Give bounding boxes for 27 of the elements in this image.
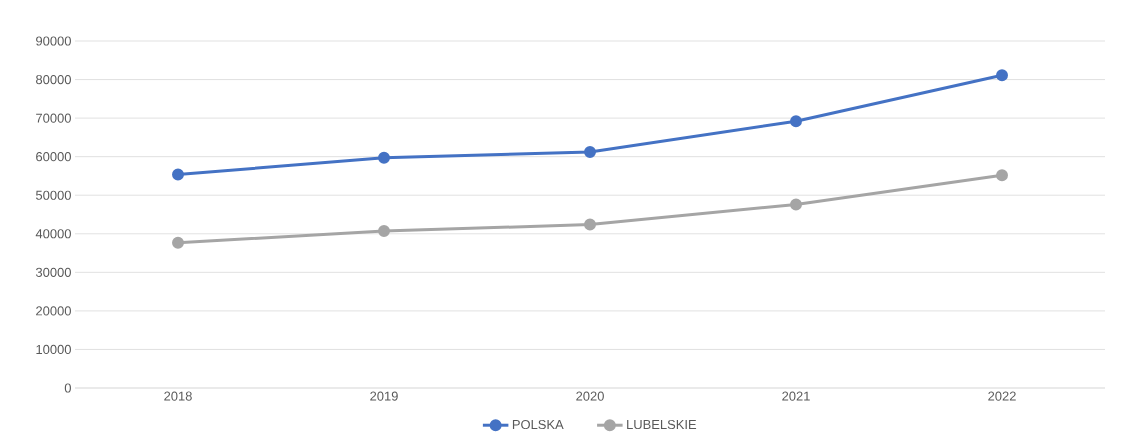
y-tick-label: 90000 bbox=[36, 36, 71, 46]
y-tick-label: 10000 bbox=[36, 344, 71, 355]
point bbox=[172, 236, 184, 249]
legend-label: POLSKA bbox=[512, 419, 564, 430]
y-tick-label: 60000 bbox=[36, 152, 71, 162]
legend-label: LUBELSKIE bbox=[627, 419, 697, 430]
y-tick-label: 20000 bbox=[36, 306, 71, 316]
y-tick-label: 40000 bbox=[35, 229, 71, 239]
x-tick-label: 2018 bbox=[164, 391, 192, 401]
x-tick-label: 2020 bbox=[576, 391, 604, 401]
y-tick-label: 50000 bbox=[35, 190, 71, 200]
point bbox=[584, 146, 596, 159]
x-tick-label: 2019 bbox=[370, 391, 398, 401]
y-tick-label: 30000 bbox=[35, 267, 71, 277]
point bbox=[996, 169, 1008, 182]
point bbox=[790, 115, 802, 128]
y-tick-label: 80000 bbox=[36, 74, 71, 85]
y-tick-label: 70000 bbox=[36, 113, 71, 123]
point bbox=[584, 218, 596, 231]
point bbox=[996, 69, 1008, 82]
point bbox=[378, 151, 390, 164]
point bbox=[378, 225, 390, 238]
x-tick-label: 2022 bbox=[988, 391, 1016, 401]
point bbox=[172, 168, 184, 181]
point bbox=[790, 198, 802, 211]
x-tick-label: 2021 bbox=[782, 391, 810, 401]
y-tick-label: 0 bbox=[64, 383, 71, 393]
